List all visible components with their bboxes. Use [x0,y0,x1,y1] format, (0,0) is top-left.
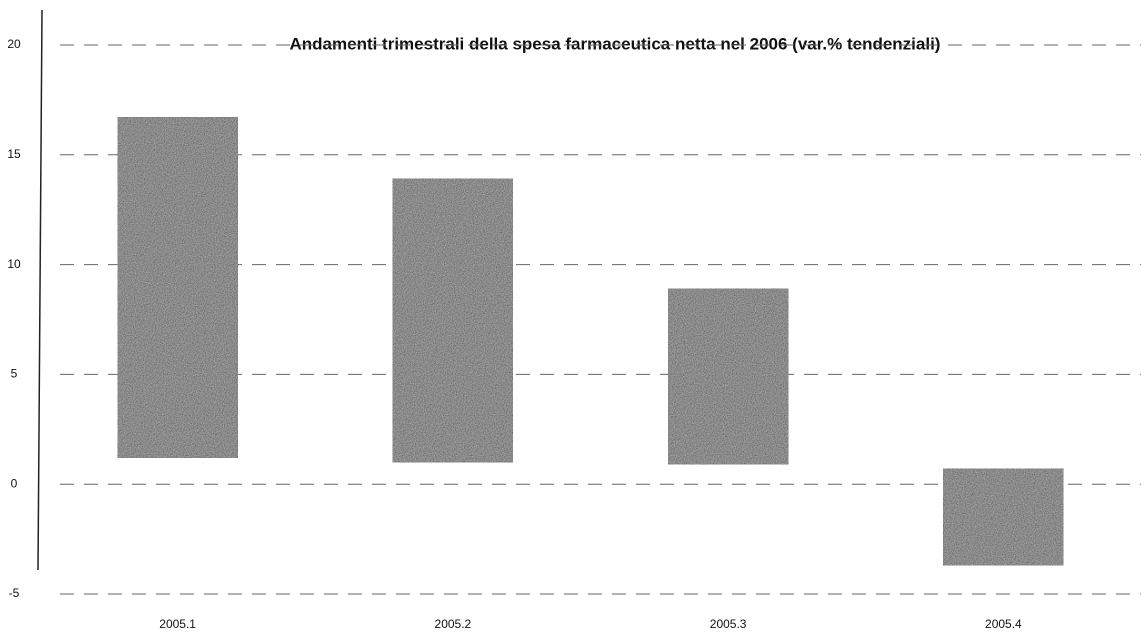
bar [942,468,1064,566]
x-tick-label: 2005.1 [159,617,196,631]
x-tick-label: 2005.3 [710,617,747,631]
y-axis-line [37,9,43,571]
bar [667,288,789,465]
x-tick-label: 2005.4 [985,617,1022,631]
y-tick-label: 0 [11,476,18,490]
y-tick-label: 10 [7,257,21,271]
chart-title: Andamenti trimestrali della spesa farmac… [290,34,941,53]
bar [392,178,514,463]
bar [117,116,239,459]
y-tick-label: 20 [7,37,21,51]
y-tick-label: -5 [9,586,20,600]
y-tick-label: 15 [7,147,21,161]
y-tick-label: 5 [11,367,18,381]
x-tick-label: 2005.2 [435,617,472,631]
